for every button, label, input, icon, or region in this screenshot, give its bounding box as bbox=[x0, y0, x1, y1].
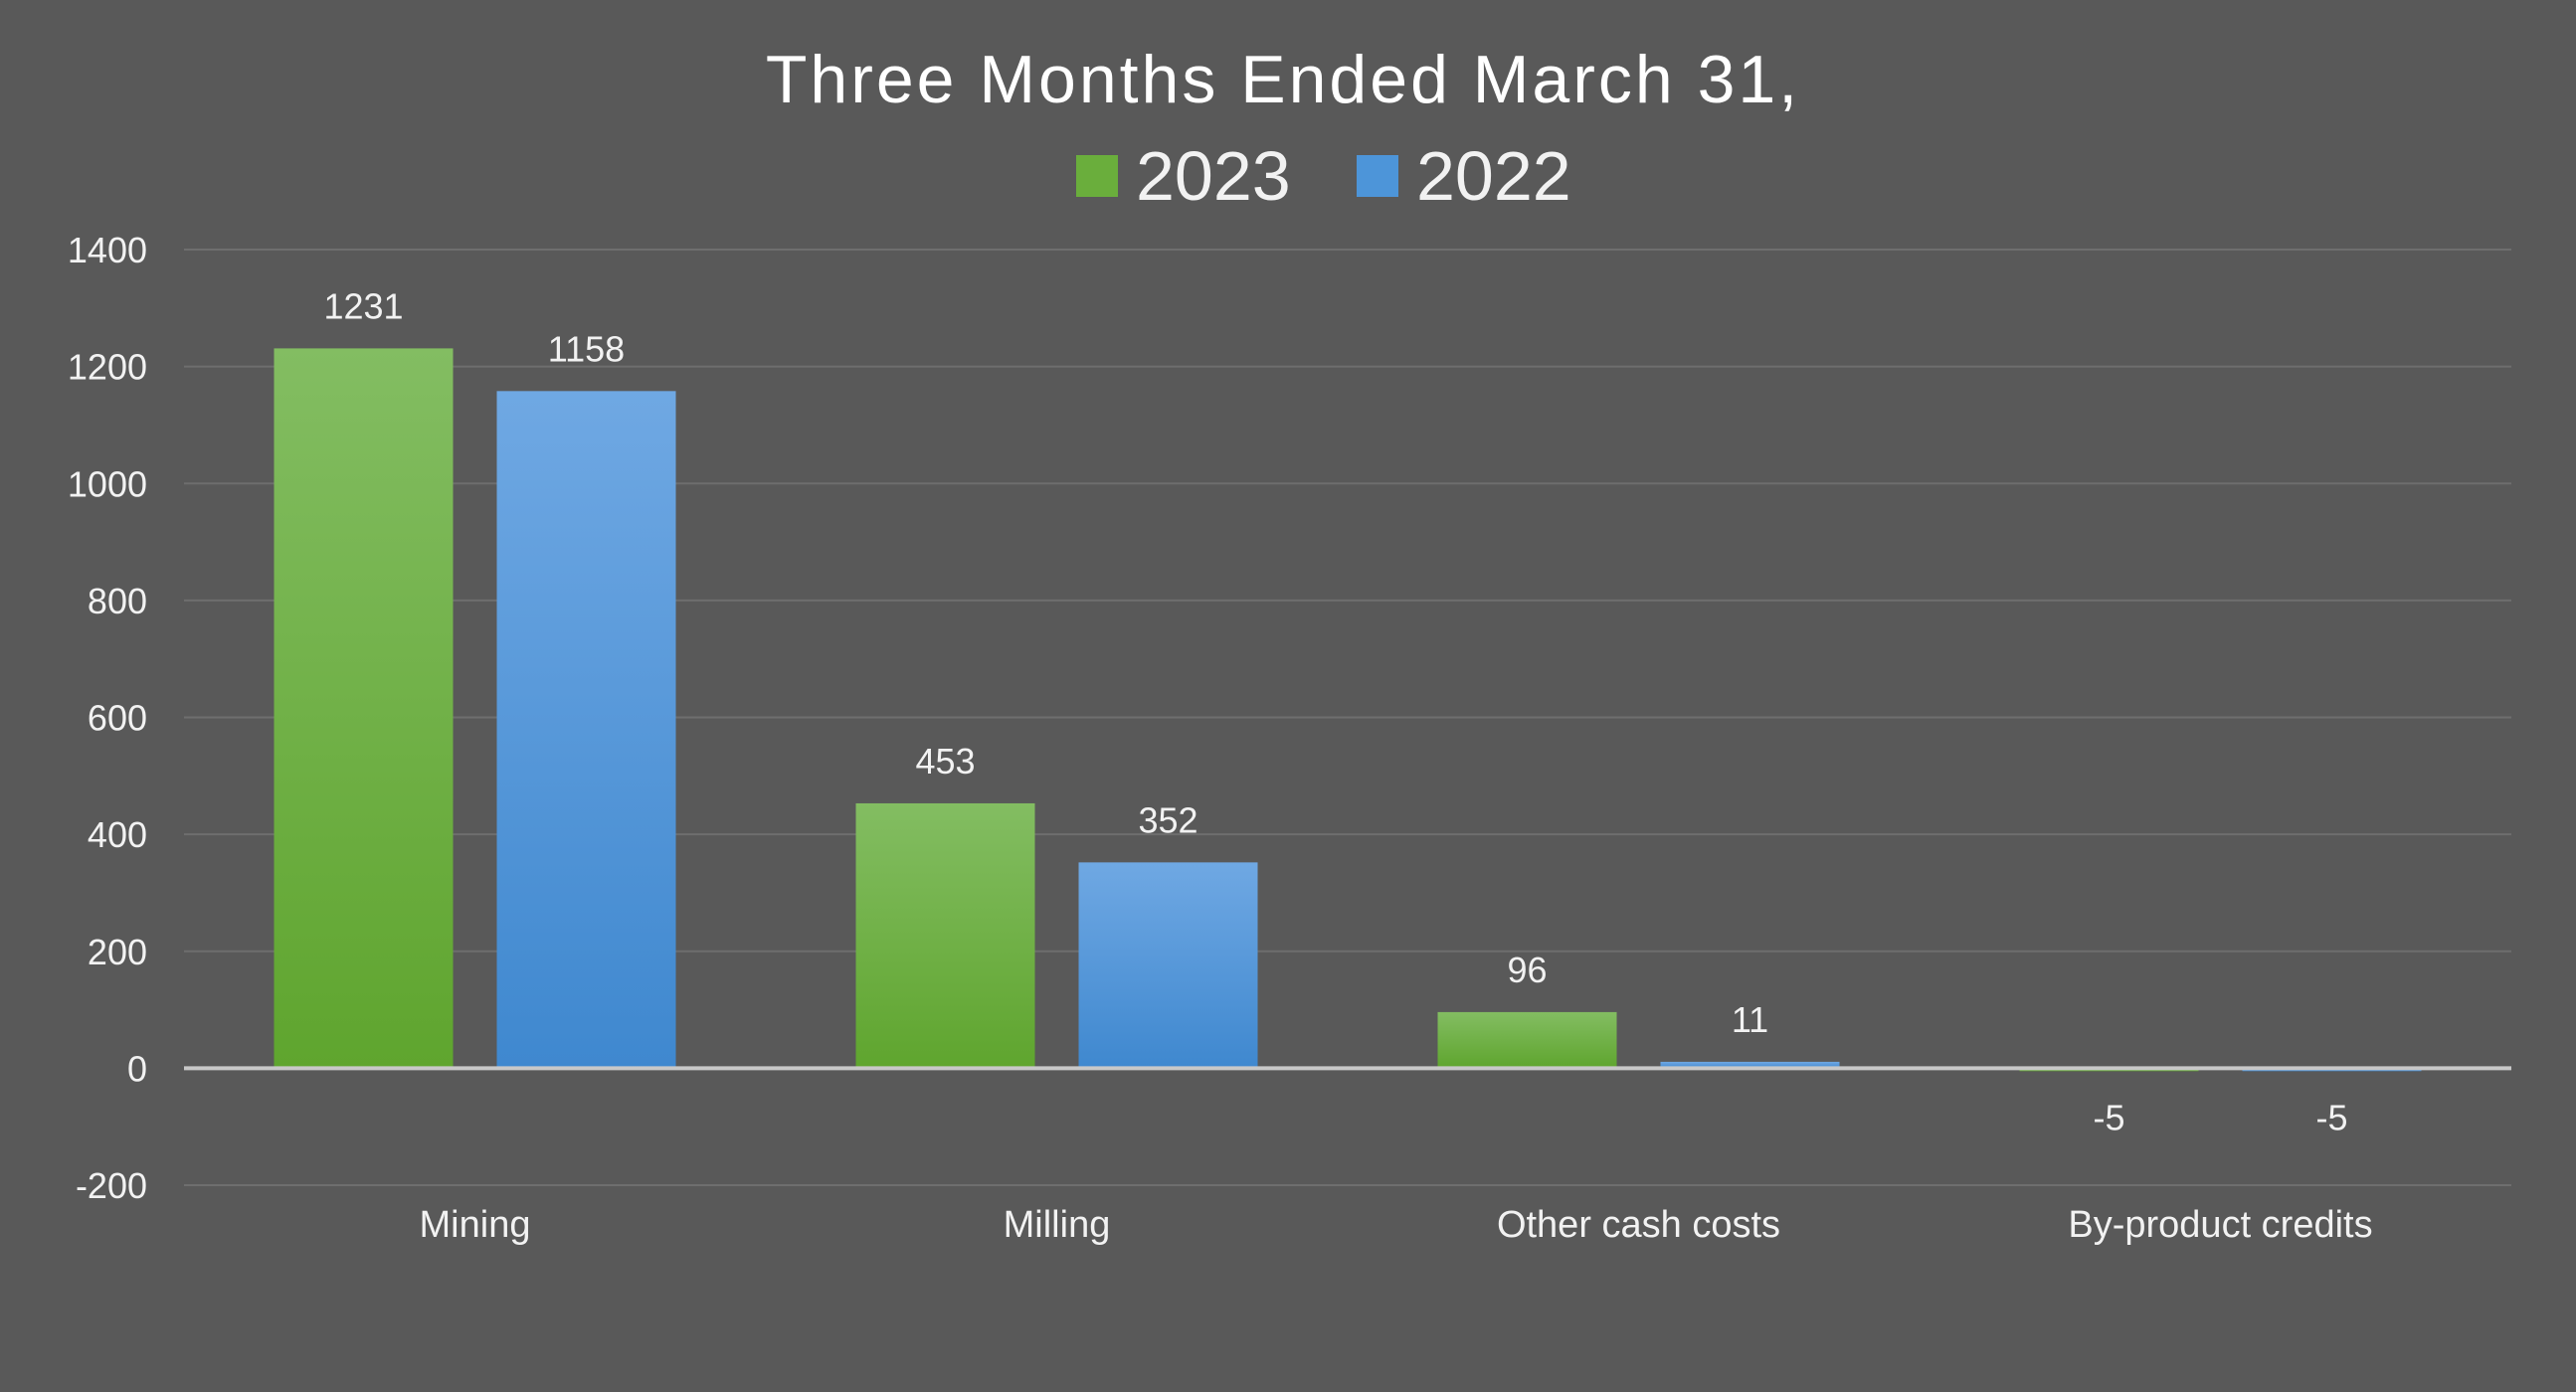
data-label: 96 bbox=[1507, 950, 1547, 990]
bar-2022-other-cash-costs bbox=[1660, 1061, 1840, 1069]
legend: 2023 2022 bbox=[1076, 137, 1571, 215]
data-label: 1158 bbox=[548, 328, 625, 369]
y-tick-label: 800 bbox=[88, 581, 147, 621]
chart-title: Three Months Ended March 31, bbox=[766, 42, 1800, 117]
legend-swatch-2022 bbox=[1357, 155, 1398, 197]
bars bbox=[274, 348, 2422, 1072]
bar-2023-other-cash-costs bbox=[1437, 1011, 1617, 1069]
legend-label-2023: 2023 bbox=[1136, 137, 1291, 215]
x-axis: Mining Milling Other cash costs By-product … bbox=[420, 1204, 2373, 1246]
bar-2023-milling bbox=[855, 802, 1035, 1069]
y-tick-label: 400 bbox=[88, 814, 147, 855]
bar-2023-mining bbox=[274, 348, 454, 1069]
y-tick-label: 600 bbox=[88, 698, 147, 739]
x-tick-label: By-product credits bbox=[2068, 1204, 2372, 1246]
y-axis: -200 0 200 400 600 800 1000 1200 1400 bbox=[68, 230, 147, 1206]
data-label: -5 bbox=[2093, 1097, 2124, 1137]
data-label: -5 bbox=[2315, 1097, 2347, 1137]
x-tick-label: Other cash costs bbox=[1497, 1204, 1780, 1246]
x-tick-label: Mining bbox=[420, 1204, 531, 1246]
data-label: 352 bbox=[1138, 799, 1197, 840]
y-tick-label: 0 bbox=[127, 1048, 147, 1089]
data-labels: 1231 1158 453 352 96 11 -5 -5 bbox=[323, 285, 2347, 1137]
bar-2022-milling bbox=[1078, 862, 1258, 1069]
y-tick-label: 1200 bbox=[68, 347, 147, 388]
y-tick-label: -200 bbox=[76, 1165, 147, 1206]
legend-label-2022: 2022 bbox=[1416, 137, 1571, 215]
y-tick-label: 1400 bbox=[68, 230, 147, 270]
data-label: 11 bbox=[1732, 999, 1768, 1040]
data-label: 453 bbox=[915, 741, 975, 782]
data-label: 1231 bbox=[323, 285, 403, 326]
legend-swatch-2023 bbox=[1076, 155, 1118, 197]
bar-2022-mining bbox=[496, 391, 676, 1069]
y-tick-label: 1000 bbox=[68, 463, 147, 504]
y-tick-label: 200 bbox=[88, 932, 147, 972]
x-tick-label: Milling bbox=[1004, 1204, 1111, 1246]
